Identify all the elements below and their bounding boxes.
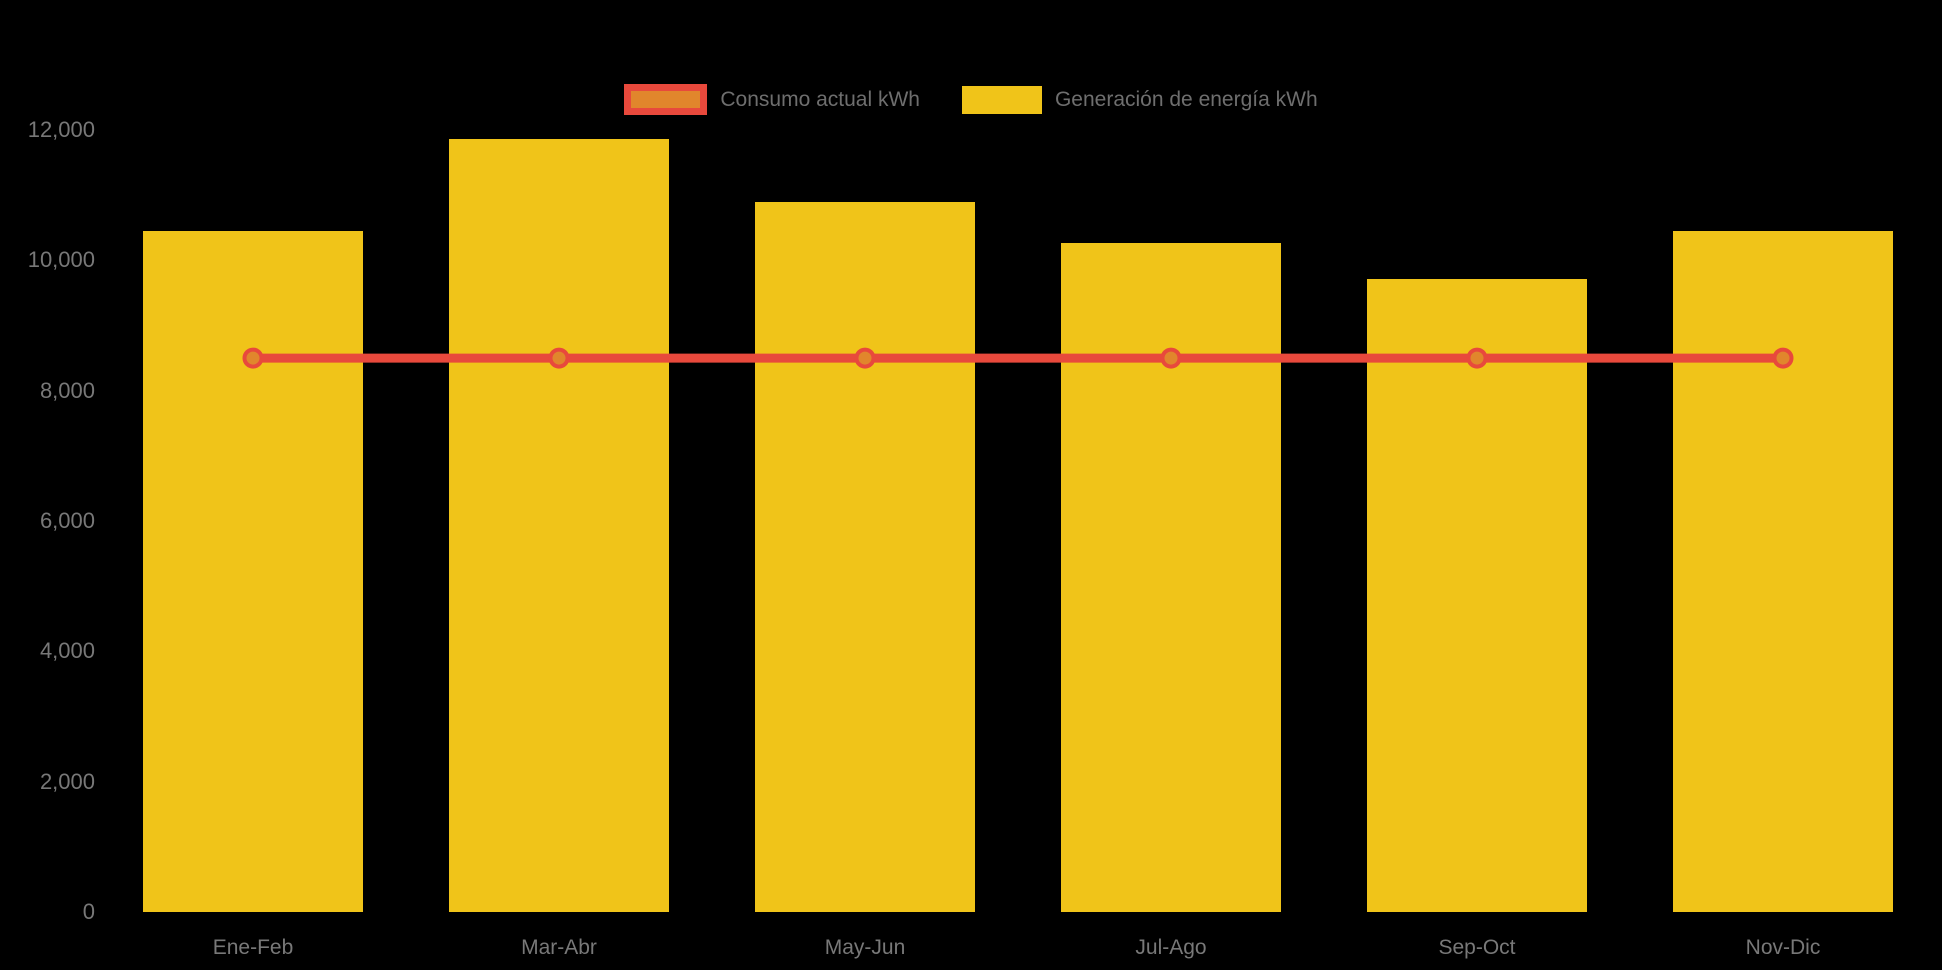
legend-item-generacion[interactable]: Generación de energía kWh: [961, 84, 1318, 115]
consumption-point-marker: [854, 347, 876, 369]
consumption-point-marker: [1160, 347, 1182, 369]
y-axis-tick-label: 12,000: [27, 117, 95, 142]
consumption-point-marker: [1772, 347, 1794, 369]
x-axis-category-label: Jul-Ago: [1135, 936, 1207, 959]
x-axis-category-label: Sep-Oct: [1438, 936, 1516, 959]
y-axis-tick-label: 10,000: [27, 247, 95, 273]
generation-bar: [1367, 278, 1587, 912]
consumption-point-marker: [242, 347, 264, 369]
legend-label-consumo: Consumo actual kWh: [720, 88, 920, 111]
generacion-swatch-icon: [961, 85, 1042, 114]
x-axis-category-label: Nov-Dic: [1745, 936, 1821, 959]
generation-bar: [755, 201, 975, 912]
generation-bar: [449, 139, 669, 912]
generation-bar: [1673, 231, 1893, 912]
generation-bar: [143, 231, 363, 912]
consumption-point-marker: [548, 347, 570, 369]
y-axis-tick-label: 8,000: [39, 377, 95, 403]
consumo-swatch-icon: [624, 84, 708, 115]
x-axis-category-label: Ene-Feb: [212, 936, 294, 959]
legend-item-consumo[interactable]: Consumo actual kWh: [624, 84, 920, 115]
x-axis-category-label: May-Jun: [824, 936, 906, 959]
y-axis-tick-label: 4,000: [39, 638, 95, 664]
chart-legend: Consumo actual kWh Generación de energía…: [0, 84, 1942, 115]
y-axis-tick-label: 0: [82, 899, 95, 924]
consumption-point-marker: [1466, 347, 1488, 369]
y-axis-tick-label: 2,000: [39, 768, 95, 794]
y-axis-tick-label: 6,000: [39, 508, 95, 533]
line-layer: [242, 347, 1794, 369]
x-axis-category-label: Mar-Abr: [521, 936, 597, 959]
legend-label-generacion: Generación de energía kWh: [1054, 88, 1318, 111]
